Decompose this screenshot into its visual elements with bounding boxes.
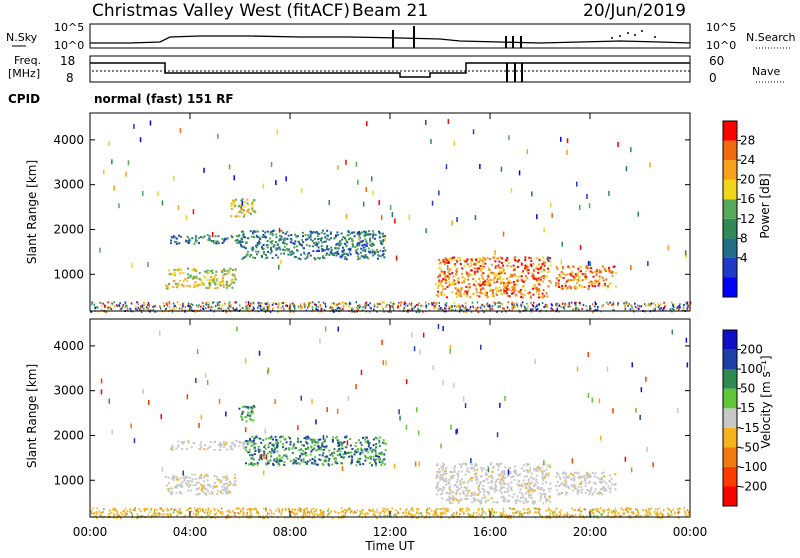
velocity-colorbar-segment-5 [723, 389, 737, 409]
xtick-label-5: 20:00 [573, 525, 608, 539]
power-echo-region-0 [170, 234, 244, 245]
power-y-ticks: 1000 2000 3000 4000 [53, 133, 690, 281]
power-echo-region-1 [165, 268, 237, 290]
power-colorbar-label-4: 12 [740, 212, 755, 226]
power-colorbar-segment-8 [723, 121, 737, 141]
velocity-colorbar-segment-8 [723, 330, 737, 350]
velocity-panel-frame [90, 319, 690, 517]
xtick-label-3: 12:00 [373, 525, 408, 539]
power-colorbar-label-1: 24 [740, 153, 755, 167]
nave-tick-bottom: 0 [709, 71, 717, 85]
velocity-sparse-echoes [101, 324, 688, 476]
cpid-value: normal (fast) 151 RF [94, 92, 234, 106]
velocity-colorbar-segment-6 [723, 369, 737, 389]
velocity-panel [91, 324, 690, 519]
velocity-ytick-label-0: 1000 [53, 473, 84, 487]
velocity-colorbar-segment-4 [723, 408, 737, 428]
power-echo-region-4 [435, 256, 552, 298]
velocity-echo-region-1 [165, 474, 237, 496]
nsky-dots [392, 26, 656, 48]
power-colorbar-segment-2 [723, 238, 737, 258]
power-colorbar-label: Power [dB] [758, 173, 772, 238]
power-colorbar-segment-6 [723, 160, 737, 180]
nsky-strip-frame [90, 24, 690, 48]
power-echo-region-5 [555, 265, 617, 289]
power-colorbar-label-0: 28 [740, 134, 755, 148]
time-x-ticks: 00:00 04:00 08:00 12:00 16:00 20:00 00:00 [73, 113, 708, 539]
nsky-tick-top: 10^5 [54, 21, 84, 34]
xtick-label-6: 00:00 [673, 525, 708, 539]
power-echo-region-2 [230, 198, 256, 217]
xtick-label-0: 00:00 [73, 525, 108, 539]
beam-title: Beam 21 [352, 1, 428, 21]
velocity-echo-region-0 [170, 440, 247, 451]
xtick-label-2: 08:00 [273, 525, 308, 539]
nave-label: Nave [752, 65, 780, 78]
velocity-ylabel: Slant Range [km] [25, 364, 39, 468]
cpid-label: CPID [8, 92, 40, 106]
velocity-ytick-label-1: 2000 [53, 428, 84, 442]
power-colorbar-label-6: 4 [740, 251, 748, 265]
velocity-colorbar-label-6: -100 [740, 460, 767, 474]
date-title: 20/Jun/2019 [583, 1, 686, 21]
power-colorbar-segment-3 [723, 219, 737, 239]
power-colorbar-label-2: 20 [740, 173, 755, 187]
velocity-echo-region-3 [245, 436, 387, 467]
power-sparse-echoes [99, 119, 687, 270]
power-colorbar-segment-7 [723, 141, 737, 161]
freq-strip-frame [90, 56, 690, 82]
power-colorbar: 28 24 20 16 12 8 4 [723, 121, 755, 297]
radar-title: Christmas Valley West (fitACF) [92, 1, 350, 21]
velocity-echo-region-2 [238, 405, 255, 422]
velocity-colorbar-segment-1 [723, 467, 737, 487]
velocity-colorbar-segment-2 [723, 447, 737, 467]
power-colorbar-label-3: 16 [740, 192, 755, 206]
freq-gaps [506, 63, 523, 82]
velocity-colorbar-label: Velocity [m s⁻¹] [759, 355, 773, 448]
velocity-ytick-label-2: 3000 [53, 384, 84, 398]
freq-tick-top: 18 [60, 54, 75, 68]
freq-trace [90, 63, 690, 77]
xtick-label-1: 04:00 [173, 525, 208, 539]
xtick-label-4: 16:00 [473, 525, 508, 539]
power-colorbar-segment-5 [723, 180, 737, 200]
velocity-ytick-label-3: 4000 [53, 339, 84, 353]
velocity-colorbar-label-0: 200 [740, 343, 763, 357]
velocity-colorbar-segment-0 [723, 486, 737, 506]
velocity-colorbar-label-7: -200 [740, 479, 767, 493]
power-ytick-label-0: 1000 [53, 267, 84, 281]
nsearch-label: N.Search [746, 31, 796, 44]
velocity-colorbar-segment-3 [723, 428, 737, 448]
time-xlabel: Time UT [364, 539, 415, 553]
power-echo-region-3 [240, 230, 386, 261]
power-ytick-label-1: 2000 [53, 222, 84, 236]
velocity-colorbar-label-3: 15 [740, 401, 755, 415]
nsky-trace [90, 36, 690, 43]
nsearch-tick-bottom: 10^0 [706, 39, 736, 52]
power-ytick-label-3: 4000 [53, 133, 84, 147]
power-ylabel: Slant Range [km] [25, 160, 39, 264]
freq-unit: [MHz] [8, 67, 40, 80]
power-colorbar-label-5: 8 [740, 231, 748, 245]
nsky-tick-bottom: 10^0 [54, 39, 84, 52]
power-colorbar-segment-0 [723, 277, 737, 297]
velocity-colorbar-label-2: 50 [740, 382, 755, 396]
power-ytick-label-2: 3000 [53, 178, 84, 192]
power-colorbar-segment-4 [723, 199, 737, 219]
nave-tick-top: 60 [709, 54, 724, 68]
power-colorbar-segment-1 [723, 258, 737, 278]
nsky-label: N.Sky [6, 31, 38, 44]
velocity-echo-region-5 [555, 472, 617, 496]
nsearch-tick-top: 10^5 [706, 21, 736, 34]
velocity-echo-region-4 [435, 462, 552, 504]
velocity-colorbar-label-5: -50 [740, 440, 760, 454]
power-panel [90, 119, 691, 313]
freq-label: Freq. [14, 54, 41, 67]
freq-tick-bottom: 8 [66, 71, 74, 85]
velocity-colorbar-label-4: -15 [740, 421, 760, 435]
velocity-colorbar-segment-7 [723, 350, 737, 370]
